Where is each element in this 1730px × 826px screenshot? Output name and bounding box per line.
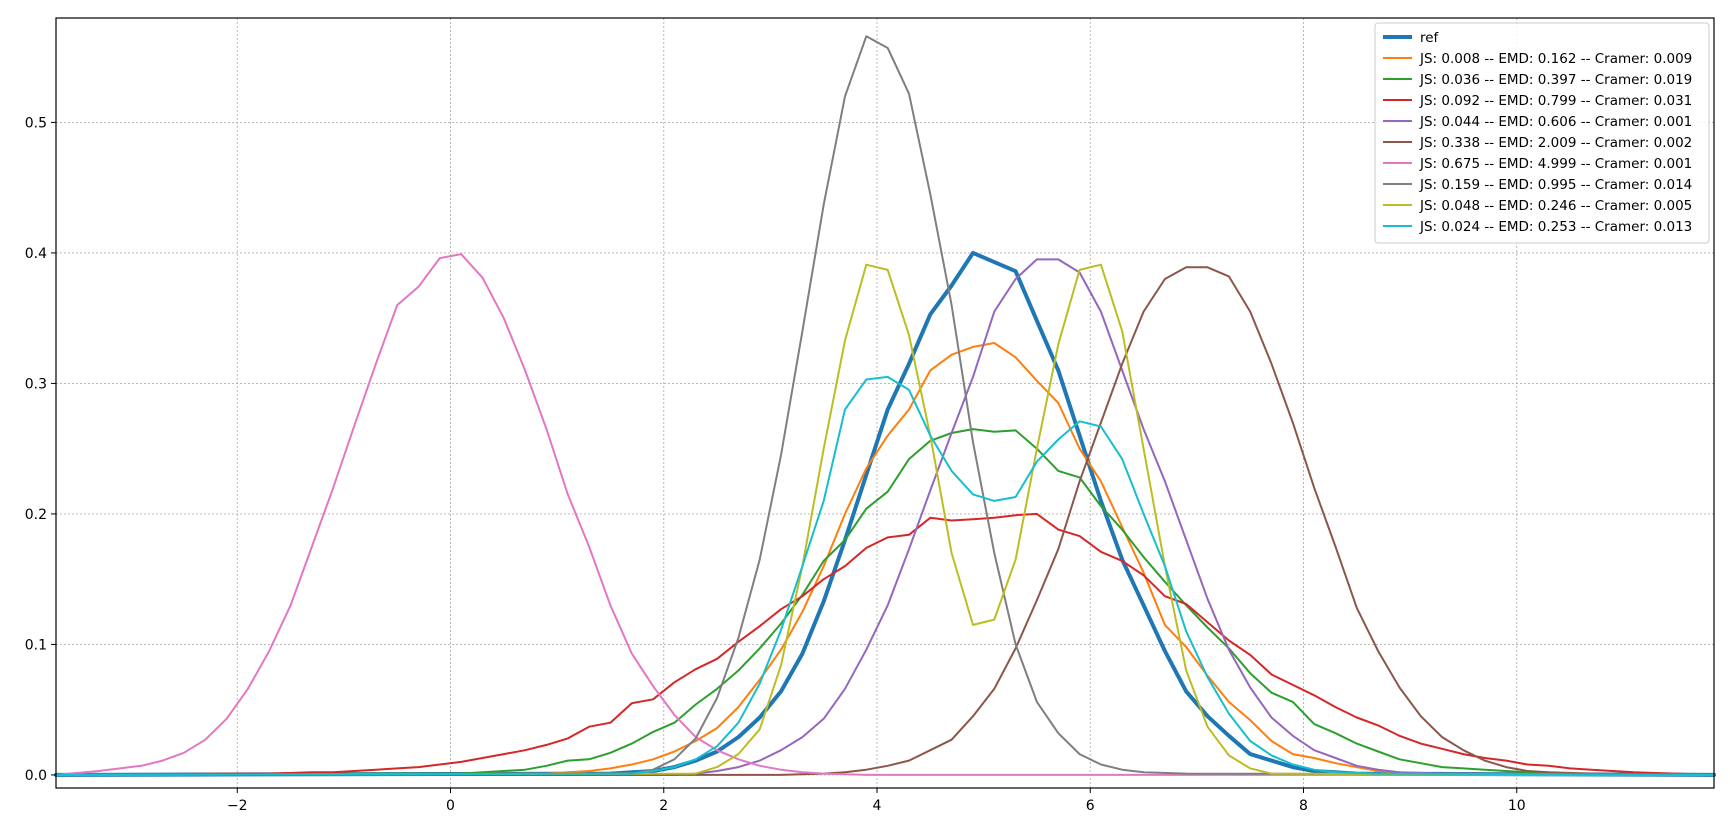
legend-entry: JS: 0.024 -- EMD: 0.253 -- Cramer: 0.013: [1419, 219, 1692, 235]
y-tick-label: 0.2: [25, 507, 47, 523]
series-line-9: [55, 375, 1715, 776]
series-line-3: [55, 512, 1715, 776]
series-line-5: [55, 266, 1715, 776]
axes-frame: [55, 17, 1715, 789]
legend-entry: JS: 0.008 -- EMD: 0.162 -- Cramer: 0.009: [1419, 51, 1692, 67]
series-line-0: [54, 250, 1716, 777]
legend: ref JS: 0.008 -- EMD: 0.162 -- Cramer: 0.…: [1374, 22, 1710, 244]
x-tick-label: −2: [227, 798, 248, 814]
series-line-7: [55, 35, 1715, 776]
y-tick-label: 0.5: [25, 115, 47, 131]
x-tick-label: 10: [1508, 798, 1526, 814]
legend-entry: JS: 0.048 -- EMD: 0.246 -- Cramer: 0.005: [1419, 198, 1692, 214]
legend-entry: JS: 0.338 -- EMD: 2.009 -- Cramer: 0.002: [1419, 135, 1692, 151]
x-tick-label: 8: [1299, 798, 1308, 814]
legend-entry: JS: 0.036 -- EMD: 0.397 -- Cramer: 0.019: [1419, 72, 1692, 88]
y-tick-label: 0.0: [25, 768, 47, 784]
series-line-2: [55, 428, 1715, 776]
x-tick-label: 2: [659, 798, 668, 814]
series-layer: [54, 35, 1716, 777]
series-line-6: [55, 253, 1715, 776]
series-line-1: [55, 342, 1715, 776]
y-tick-label: 0.3: [25, 376, 47, 392]
legend-entry: JS: 0.159 -- EMD: 0.995 -- Cramer: 0.014: [1419, 177, 1692, 193]
y-tick-label: 0.4: [25, 246, 47, 262]
series-line-4: [55, 258, 1715, 776]
legend-box: [1374, 22, 1710, 244]
legend-entry: JS: 0.092 -- EMD: 0.799 -- Cramer: 0.031: [1419, 93, 1692, 109]
legend-entry: ref: [1420, 30, 1440, 46]
legend-entry: JS: 0.044 -- EMD: 0.606 -- Cramer: 0.001: [1419, 114, 1692, 130]
y-tick-label: 0.1: [25, 637, 47, 653]
series-line-8: [55, 263, 1715, 776]
x-tick-label: 0: [446, 798, 455, 814]
ticks-layer: −2 0 2 4 6 8 10 0.0 0.1 0.2 0.3 0.4 0.5: [25, 115, 1526, 814]
legend-entry: JS: 0.675 -- EMD: 4.999 -- Cramer: 0.001: [1419, 156, 1692, 172]
x-tick-label: 4: [873, 798, 882, 814]
x-tick-label: 6: [1086, 798, 1095, 814]
